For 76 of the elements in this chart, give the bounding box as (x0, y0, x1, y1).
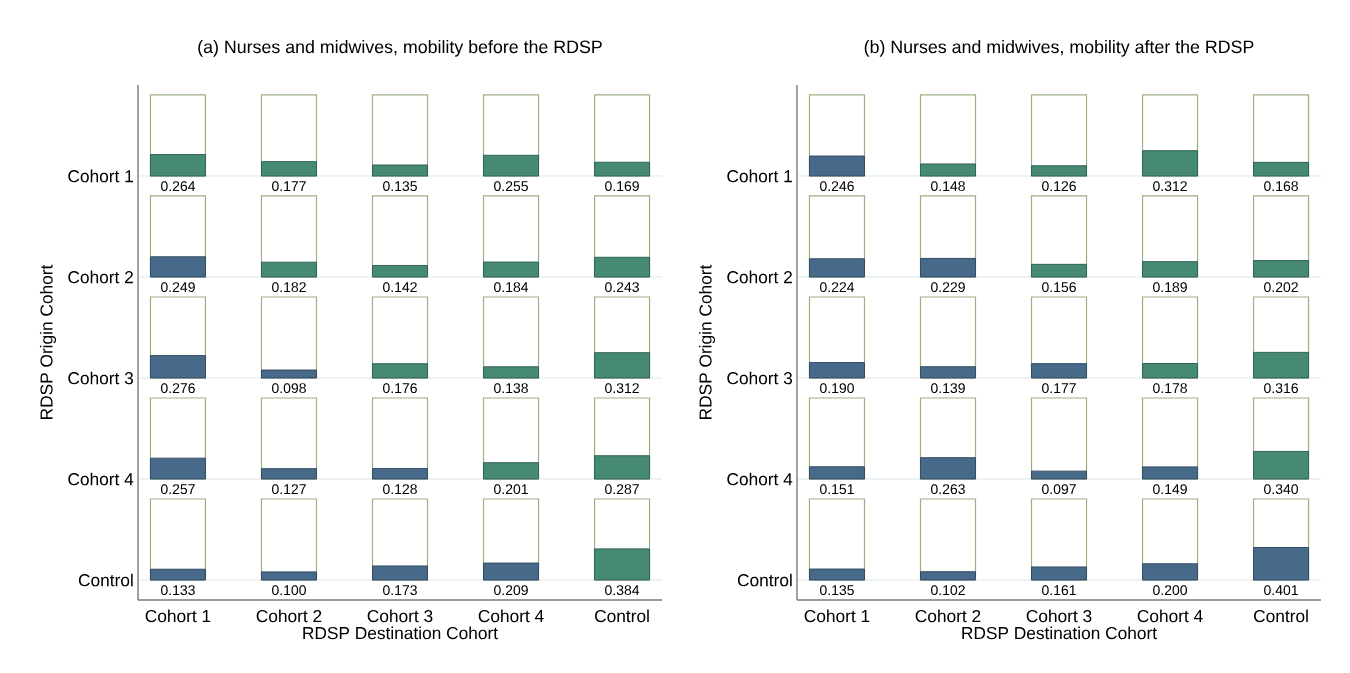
y-tick-label: Control (737, 573, 792, 587)
data-label: 0.401 (1264, 585, 1298, 596)
data-label: 0.151 (820, 484, 854, 495)
data-label: 0.177 (1042, 383, 1076, 394)
x-tick-label: Cohort 1 (145, 609, 211, 623)
chart-title: (b) Nurses and midwives, mobility after the RDSP (864, 40, 1254, 57)
x-tick-label: Cohort 3 (1026, 609, 1092, 623)
data-label: 0.097 (1042, 484, 1076, 495)
data-label: 0.135 (820, 585, 854, 596)
data-label: 0.127 (272, 484, 306, 495)
x-axis-title: RDSP Destination Cohort (962, 626, 1157, 640)
data-label: 0.138 (494, 383, 528, 394)
data-label: 0.189 (1153, 282, 1187, 293)
y-tick-label: Cohort 2 (68, 270, 133, 284)
x-tick-label: Cohort 4 (1137, 609, 1203, 623)
data-label: 0.148 (931, 181, 965, 192)
y-tick-label: Cohort 3 (727, 371, 793, 385)
data-label: 0.184 (494, 282, 529, 293)
x-tick-label: Control (595, 609, 649, 623)
data-label: 0.149 (1153, 484, 1187, 495)
data-label: 0.142 (383, 282, 417, 293)
data-label: 0.126 (1042, 181, 1076, 192)
data-label: 0.243 (605, 282, 639, 293)
y-tick-label: Cohort 3 (68, 371, 134, 385)
data-label: 0.255 (494, 181, 528, 192)
data-label: 0.102 (931, 585, 965, 596)
y-tick-label: Cohort 1 (68, 169, 133, 183)
y-tick-label: Cohort 4 (68, 472, 134, 486)
data-label: 0.169 (605, 181, 639, 192)
data-label: 0.224 (820, 282, 855, 293)
data-label: 0.201 (494, 484, 528, 495)
x-tick-label: Control (1254, 609, 1308, 623)
data-label: 0.263 (931, 484, 965, 495)
data-label: 0.202 (1264, 282, 1298, 293)
data-label: 0.173 (383, 585, 417, 596)
data-label: 0.135 (383, 181, 417, 192)
data-label: 0.246 (820, 181, 854, 192)
data-label: 0.139 (931, 383, 965, 394)
data-label: 0.312 (1153, 181, 1187, 192)
x-axis-title: RDSP Destination Cohort (303, 626, 498, 640)
data-label: 0.161 (1042, 585, 1076, 596)
data-label: 0.156 (1042, 282, 1076, 293)
x-tick-label: Cohort 4 (478, 609, 544, 623)
x-tick-label: Cohort 2 (256, 609, 322, 623)
y-tick-label: Control (78, 573, 133, 587)
data-label: 0.276 (161, 383, 195, 394)
data-label: 0.340 (1264, 484, 1299, 495)
data-label: 0.190 (820, 383, 854, 394)
y-tick-label: Cohort 1 (727, 169, 792, 183)
data-label: 0.177 (272, 181, 306, 192)
x-tick-label: Cohort 2 (915, 609, 981, 623)
data-label: 0.249 (161, 282, 195, 293)
chart-title: (a) Nurses and midwives, mobility before the RDSP (198, 40, 602, 57)
data-label: 0.178 (1153, 383, 1187, 394)
x-tick-label: Cohort 3 (367, 609, 433, 623)
x-tick-label: Cohort 1 (804, 609, 870, 623)
y-axis-title: RDSP Origin Cohort (698, 264, 716, 419)
data-label: 0.168 (1264, 181, 1298, 192)
data-label: 0.257 (161, 484, 195, 495)
data-label: 0.182 (272, 282, 306, 293)
data-label: 0.287 (605, 484, 639, 495)
data-label: 0.312 (605, 383, 639, 394)
data-label: 0.098 (272, 383, 306, 394)
data-label: 0.229 (931, 282, 965, 293)
data-label: 0.316 (1264, 383, 1298, 394)
data-label: 0.133 (161, 585, 195, 596)
data-label: 0.128 (383, 484, 417, 495)
data-label: 0.176 (383, 383, 417, 394)
data-label: 0.200 (1153, 585, 1187, 596)
data-label: 0.100 (272, 585, 306, 596)
y-tick-label: Cohort 4 (727, 472, 793, 486)
data-label: 0.209 (494, 585, 528, 596)
y-axis-title: RDSP Origin Cohort (39, 264, 57, 419)
y-tick-label: Cohort 2 (727, 270, 792, 284)
data-label: 0.384 (605, 585, 640, 596)
data-label: 0.264 (161, 181, 196, 192)
